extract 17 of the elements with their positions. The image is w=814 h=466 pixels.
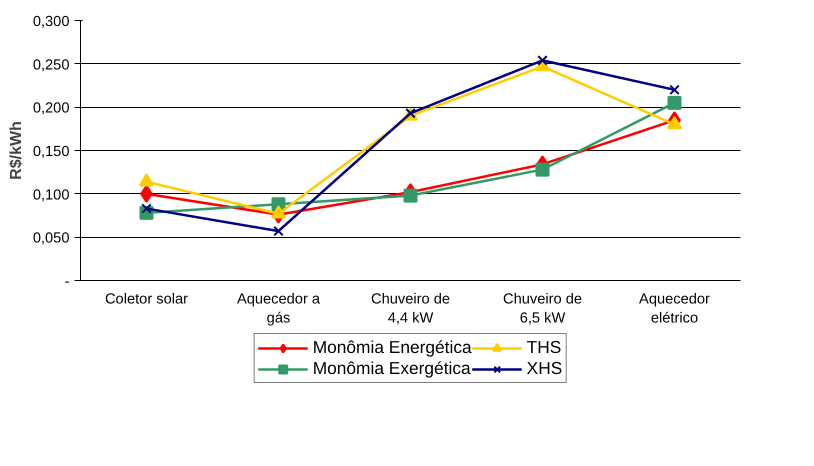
y-tick-label: 0,250: [32, 57, 70, 74]
x-tick-label: Chuveiro de 6,5 kW: [502, 292, 582, 327]
legend-label: Monômia Energética: [312, 337, 472, 358]
x-tick-label: Aquecedor a gás: [236, 292, 321, 327]
x-tick-label: Aquecedor elétrico: [639, 292, 710, 327]
y-axis-title: R$/kWh: [8, 121, 25, 180]
y-tick-label: 0,300: [32, 14, 70, 30]
x-tick-label: Coletor solar: [104, 292, 188, 308]
x-tick-label: Chuveiro de 4,4 kW: [370, 292, 450, 327]
y-tick-label: 0,050: [32, 230, 70, 247]
y-tick-label: -: [64, 274, 70, 290]
legend-label: THS: [526, 337, 562, 358]
y-tick-label: 0,200: [32, 100, 70, 117]
legend-label: XHS: [526, 358, 562, 379]
y-tick-label: 0,100: [32, 187, 70, 204]
y-tick-label: 0,150: [32, 144, 70, 160]
legend-label: Monômia Exergética: [312, 358, 471, 379]
